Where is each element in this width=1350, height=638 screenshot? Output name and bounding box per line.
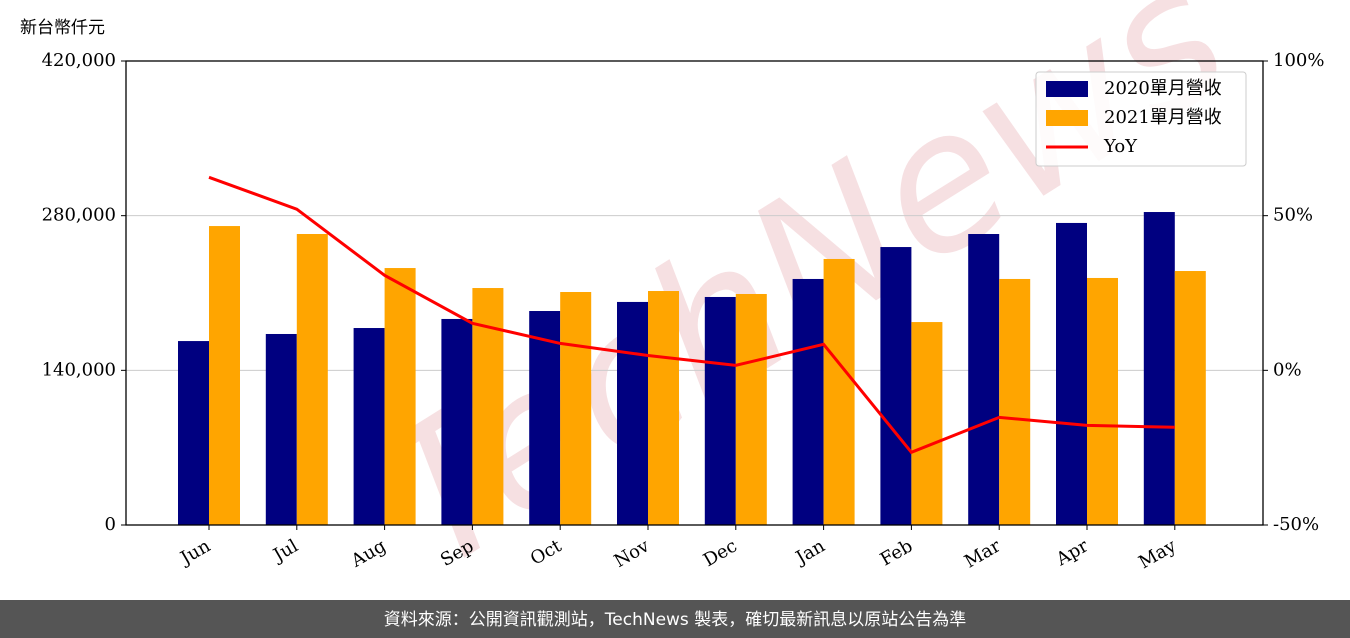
bar [911,322,943,525]
bar [209,226,240,525]
legend-label: 2021單月營收 [1104,107,1222,128]
bar [704,296,736,525]
line [208,175,1175,455]
footer-bar [0,600,1350,638]
bar [265,333,297,525]
bar [1174,271,1206,525]
y-tick-label: 280,000 [42,205,116,226]
y2-tick-label: 0% [1273,359,1302,380]
x-tick-label: Feb [877,535,917,570]
legend-label: YoY [1103,136,1138,157]
bar [880,247,912,525]
bar [968,234,1000,525]
x-tick-label: Jun [175,535,214,570]
footer: 資料來源：公開資訊觀測站，TechNews 製表，確切最新訊息以原站公告為準 [384,610,966,630]
legend-swatch [1046,81,1088,97]
y2-tick-label: 50% [1273,205,1313,226]
y-tick-label: 420,000 [42,50,116,71]
y-tick-label: 140,000 [42,359,116,380]
y-axis-label: 新台幣仟元 [20,18,105,38]
bar [999,278,1031,525]
legend-swatch [1046,110,1088,126]
bar [792,278,824,525]
y2-tick-label: -50% [1273,514,1319,535]
y2-tick-label: 100% [1273,50,1324,71]
bar [1143,212,1175,526]
bar [1087,277,1118,525]
x-tick-label: Aug [347,535,390,572]
bar [384,268,416,525]
bar [178,341,209,525]
bar [735,293,767,525]
bar [441,318,473,525]
x-tick-label: Mar [961,535,1005,572]
bar [353,328,385,525]
bar [823,258,855,525]
x-tick-label: Apr [1052,535,1092,570]
legend-box [1035,71,1247,167]
bar [1056,222,1087,525]
bar [560,292,592,525]
plot-frame [125,60,1264,526]
x-tick-label: Dec [700,535,741,571]
bar [648,291,679,525]
bar [296,234,328,525]
x-tick-label: May [1135,535,1180,573]
x-tick-label: Jan [791,535,829,569]
legend-label: 2020單月營收 [1104,78,1222,99]
bar [529,311,561,525]
x-tick-label: Jul [268,535,302,567]
y-tick-label: 0 [105,514,116,535]
bar [617,301,648,525]
x-tick-label: Nov [611,535,654,572]
